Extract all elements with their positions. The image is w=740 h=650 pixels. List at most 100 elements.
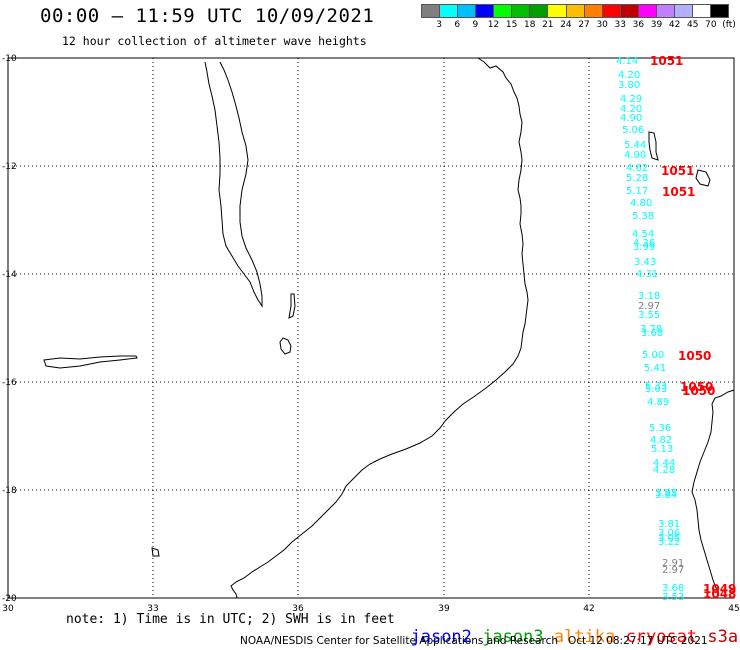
legend-label: 45 — [687, 20, 699, 30]
coastline-madagascar-west — [691, 389, 735, 597]
wave-height-value: 4.20 — [618, 70, 640, 81]
wave-height-value: 5.33 — [645, 381, 667, 392]
legend-label: 21 — [542, 20, 554, 30]
legend-swatch — [674, 4, 693, 18]
pass-time-label: 1051 — [662, 185, 695, 199]
wave-height-value: 4.62 — [626, 163, 648, 174]
legend-label: 70 — [705, 20, 717, 30]
islet — [151, 547, 160, 557]
wave-height-value: 4.54 — [632, 229, 654, 240]
wave-height-value: 3.06 — [658, 528, 680, 539]
lon-label: 45 — [728, 604, 739, 614]
wave-height-value: 4.89 — [647, 397, 669, 408]
pass-time-label: 1049 — [703, 582, 736, 596]
altimeter-observations: 4.144.203.804.294.204.905.065.444.904.62… — [616, 56, 684, 603]
wave-height-value: 2.97 — [638, 301, 660, 312]
wave-height-value: 3.81 — [658, 519, 680, 530]
pass-time-label: 1051 — [661, 164, 694, 178]
wave-height-value: 4.36 — [633, 238, 655, 249]
wave-height-value: 4.28 — [653, 465, 675, 476]
coastlines — [43, 57, 735, 599]
mission-jason3: jason3 — [482, 627, 544, 647]
mission-cryosat: cryosat — [625, 627, 698, 647]
pass-time-label: 1048 — [703, 587, 736, 601]
wave-height-value: 5.41 — [644, 363, 666, 374]
wave-height-value: 4.82 — [650, 435, 672, 446]
pass-time-label: 1050 — [682, 384, 715, 398]
lat-label: -18 — [2, 486, 17, 496]
wave-height-value: 5.38 — [632, 211, 654, 222]
wave-height-value: 4.31 — [636, 269, 658, 280]
wave-height-value: 4.14 — [616, 56, 638, 67]
lon-label: 36 — [292, 604, 304, 614]
legend-swatch — [656, 4, 675, 18]
lon-label: 33 — [147, 604, 158, 614]
wave-height-value: 4.29 — [620, 94, 642, 105]
wave-height-value: 5.17 — [626, 186, 648, 197]
legend-label: 9 — [472, 20, 479, 30]
plot-subtitle: 12 hour collection of altimeter wave hei… — [62, 34, 367, 48]
comoros-island-2 — [695, 169, 711, 187]
wave-height-value: 5.28 — [626, 173, 648, 184]
legend-label: 18 — [523, 20, 536, 30]
legend-swatches — [421, 4, 730, 18]
wave-height-value: 5.00 — [642, 350, 664, 361]
legend-swatch — [494, 4, 513, 18]
wave-height-value: 3.80 — [618, 80, 640, 91]
legend-label: 36 — [632, 20, 645, 30]
legend-label: 39 — [650, 20, 663, 30]
lon-label: 42 — [583, 604, 594, 614]
lake-kariba — [43, 355, 138, 369]
wave-height-value: 3.22 — [658, 537, 680, 548]
lat-label: -12 — [2, 162, 17, 172]
pass-time-label: 1050 — [680, 380, 713, 394]
wave-height-value: 3.68 — [662, 583, 684, 594]
wave-height-value: 4.90 — [624, 150, 646, 161]
legend-swatch — [548, 4, 567, 18]
legend-label: 3 — [436, 20, 442, 30]
legend-label: (ft) — [722, 20, 736, 30]
legend-swatch — [421, 4, 441, 18]
legend-swatch — [566, 4, 585, 18]
wave-height-value: 5.06 — [622, 125, 644, 136]
latitude-labels: -10 -12 -14 -16 -18 -20 — [2, 54, 17, 604]
wave-height-value: 5.03 — [645, 384, 667, 395]
legend-swatch — [620, 4, 639, 18]
wave-height-value: 5.13 — [651, 444, 673, 455]
legend-label: 24 — [560, 20, 572, 30]
wave-height-value: 3.99 — [633, 242, 655, 253]
legend-label: 27 — [578, 20, 590, 30]
mission-legend: jason2 jason3 altika cryosat s3a — [390, 607, 738, 647]
legend-label: 15 — [505, 20, 518, 30]
mission-altika: altika — [553, 627, 616, 647]
footer-note: note: 1) Time is in UTC; 2) SWH is in fe… — [66, 612, 395, 627]
legend-labels: 3 6 9 12 15 18 21 24 27 30 33 36 39 42 45 70 (ft) — [421, 18, 736, 30]
lat-label: -14 — [2, 270, 17, 280]
wave-height-value: 3.43 — [634, 257, 656, 268]
wave-height-value: 4.90 — [620, 113, 642, 124]
credit-line: NOAA/NESDIS Center for Satellite Applica… — [240, 635, 708, 647]
mission-jason2: jason2 — [410, 627, 472, 647]
wave-height-value: 3.18 — [638, 291, 660, 302]
legend-label: 42 — [668, 20, 681, 30]
legend-swatch — [692, 4, 711, 18]
comoros-island — [648, 131, 659, 161]
lat-label: -10 — [2, 54, 17, 64]
wave-height-value: 3.84 — [655, 490, 677, 501]
wave-height-value: 3.53 — [662, 592, 684, 603]
wave-height-value: 2.91 — [662, 558, 684, 569]
legend-label: 6 — [454, 20, 461, 30]
wave-height-value: 4.44 — [653, 458, 675, 469]
legend-label: 33 — [614, 20, 627, 30]
wave-height-value: 2.97 — [662, 565, 684, 576]
legend-swatch — [458, 4, 477, 18]
legend-swatch — [530, 4, 549, 18]
map-frame — [7, 57, 735, 599]
legend-swatch — [440, 4, 459, 18]
wave-height-value: 3.85 — [655, 488, 677, 499]
wave-height-value: 3.55 — [638, 310, 660, 321]
grid-lines — [8, 58, 734, 598]
lat-label: -20 — [2, 594, 17, 604]
